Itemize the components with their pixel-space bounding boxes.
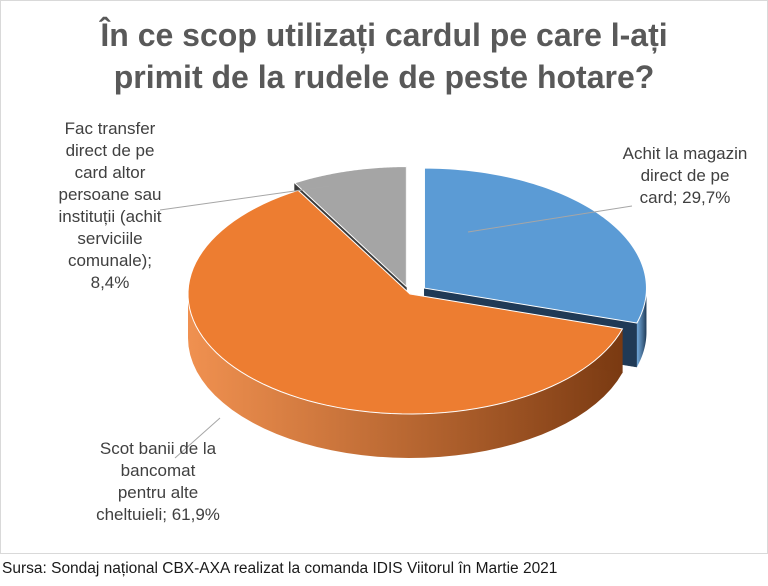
leader-line-transfer: [159, 185, 331, 211]
chart-title-line-2: primit de la rudele de peste hotare?: [113, 59, 655, 95]
slice-1-top: [423, 167, 647, 324]
label-achit-magazin: Achit la magazin direct de pe card; 29,7…: [622, 144, 748, 207]
slice-3-top: [293, 166, 407, 288]
label-fac-transfer: Fac transfer direct de pe card altor per…: [58, 119, 162, 292]
chart-title: În ce scop utilizați cardul pe care l-aț…: [0, 14, 768, 98]
chart-title-line-1: În ce scop utilizați cardul pe care l-aț…: [100, 17, 668, 53]
slice-1-outer-wall: [636, 288, 647, 368]
label-scot-bani: Scot banii de la bancomat pentru alte ch…: [96, 439, 220, 524]
slice-2-outer-wall: [188, 294, 623, 458]
source-note: Sursa: Sondaj național CBX-AXA realizat …: [2, 560, 558, 577]
slice-2-top: [187, 189, 624, 415]
pie-top-faces: [187, 166, 647, 415]
leader-line-achit: [467, 205, 633, 233]
leader-line-scot: [174, 417, 221, 459]
